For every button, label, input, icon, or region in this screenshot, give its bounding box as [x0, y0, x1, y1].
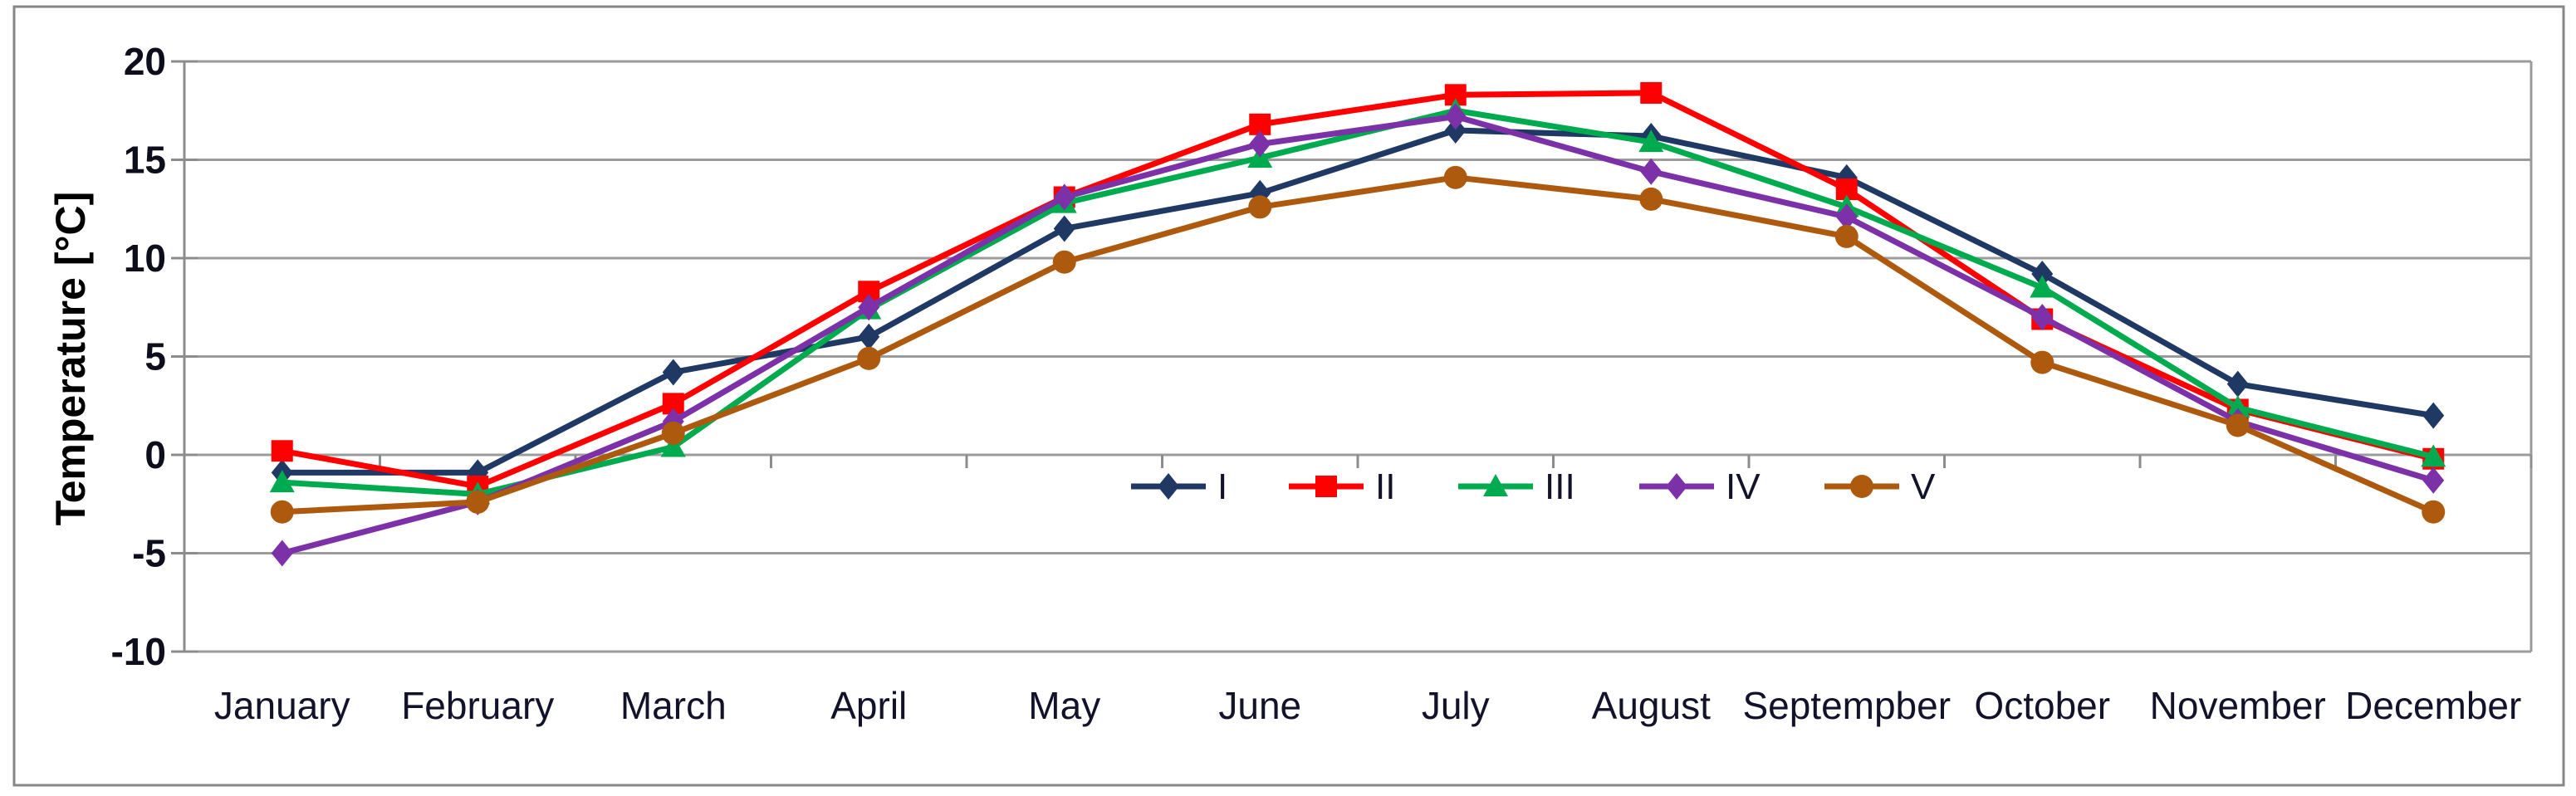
series-V-marker [2030, 350, 2054, 374]
y-tick-label: 20 [124, 40, 166, 83]
legend-item-II: II [1289, 466, 1395, 507]
series-III-marker [2421, 444, 2446, 467]
legend-item-III: III [1458, 466, 1575, 507]
series-I-marker [1444, 116, 1467, 144]
series-IV-marker [271, 540, 293, 567]
series-V-marker [1248, 195, 1272, 219]
legend-item-I: I [1131, 466, 1227, 507]
series-V-line [279, 174, 2436, 515]
series-III-marker [2225, 395, 2250, 418]
series-V-marker [1834, 224, 1859, 248]
x-tick-label: November [2150, 684, 2326, 727]
axes [171, 60, 2533, 653]
series-V-marker [270, 500, 294, 524]
legend-circle-marker [1850, 475, 1873, 498]
series-V-marker [1052, 250, 1076, 274]
series-I-marker [2226, 370, 2249, 398]
series-I-marker [662, 359, 684, 386]
series-V-marker [466, 490, 490, 514]
legend-label-IV: IV [1726, 466, 1761, 507]
x-tick-label: May [1028, 684, 1100, 727]
x-tick-label: October [1974, 684, 2110, 727]
series-IV-marker [1835, 203, 1858, 231]
series-V-marker [1443, 165, 1467, 189]
series-V-marker [857, 346, 881, 370]
series-IV-line [279, 113, 2436, 556]
x-tick-label: July [1422, 684, 1490, 727]
series-IV-marker [1640, 158, 1663, 185]
legend-item-V: V [1824, 466, 1936, 507]
x-tick-label: January [214, 684, 350, 727]
legend-square-marker [1315, 476, 1337, 497]
series-III-marker [269, 470, 295, 493]
y-tick-label: -5 [132, 532, 166, 575]
series-I-marker [2031, 260, 2054, 287]
series-III-marker [660, 434, 686, 457]
series-IV-marker [1249, 130, 1271, 158]
x-tick-label: Septempber [1742, 684, 1951, 727]
legend-label-I: I [1217, 466, 1227, 507]
series-III-marker [2030, 275, 2055, 298]
y-tick-label: -10 [111, 630, 166, 673]
series-IV-marker [2031, 304, 2054, 331]
legend-triangle-marker [1483, 474, 1508, 496]
series-I-marker [1053, 215, 1075, 242]
series-II-line [279, 90, 2436, 490]
series-V-marker [2422, 500, 2446, 524]
x-tick-label: June [1218, 684, 1301, 727]
data-series [269, 81, 2446, 567]
axis-labels: 20 15 10 5 0 -5 -10 January February March April Ma… [111, 40, 2522, 727]
legend-label-V: V [1911, 466, 1936, 507]
series-IV-marker [1053, 183, 1075, 211]
series-V-marker [2226, 413, 2250, 437]
series-III-line [279, 107, 2436, 497]
y-tick-label: 15 [124, 139, 166, 182]
y-tick-label: 5 [144, 335, 166, 378]
legend: I II III IV V [1131, 466, 1936, 507]
series-IV-marker [1444, 103, 1467, 130]
x-tick-label: August [1592, 684, 1711, 727]
series-III-marker [1638, 129, 1664, 153]
x-tick-label: December [2345, 684, 2521, 727]
y-axis-title: Temperature [°C] [47, 192, 94, 525]
y-tick-label: 10 [124, 237, 166, 280]
series-I-line [279, 127, 2436, 476]
series-V-marker [661, 421, 685, 445]
x-tick-label: February [401, 684, 554, 727]
legend-item-IV: IV [1639, 466, 1761, 507]
x-tick-label: April [830, 684, 907, 727]
series-IV-marker [858, 294, 880, 321]
legend-diamond-marker [1158, 473, 1179, 500]
y-tick-label: 0 [144, 433, 166, 476]
legend-label-III: III [1545, 466, 1575, 507]
series-II-marker [1640, 81, 1663, 104]
series-I-marker [2422, 402, 2445, 429]
series-I-marker [858, 323, 880, 350]
figure-border [12, 5, 2565, 787]
series-IV-marker [662, 408, 684, 435]
gridlines [184, 60, 2531, 653]
series-V-marker [1639, 187, 1663, 211]
series-V [270, 165, 2446, 524]
series-II [271, 81, 2445, 497]
legend-label-II: II [1375, 466, 1395, 507]
series-II-marker [271, 440, 293, 462]
series-I [271, 116, 2445, 486]
x-tick-label: March [620, 684, 727, 727]
series-IV-marker [2422, 466, 2445, 494]
legend-diamond-marker [1666, 473, 1687, 500]
